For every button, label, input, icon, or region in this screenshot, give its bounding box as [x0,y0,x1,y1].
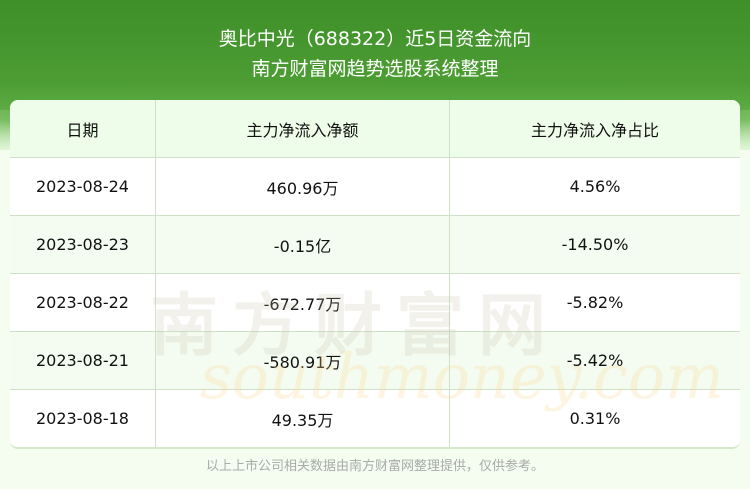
cell-net-inflow: -580.91万 [155,331,450,390]
cell-date: 2023-08-23 [10,215,156,274]
cell-net-inflow: 460.96万 [155,157,450,216]
cell-net-ratio: -14.50% [449,215,740,274]
cell-net-inflow: -0.15亿 [155,215,450,274]
table-row: 2023-08-18 49.35万 0.31% [10,389,740,447]
table-header-row: 日期 主力净流入净额 主力净流入净占比 [10,100,740,158]
column-header-date: 日期 [10,100,156,158]
cell-net-ratio: -5.82% [449,273,740,332]
table-row: 2023-08-21 -580.91万 -5.42% [10,331,740,390]
page-subtitle: 南方财富网趋势选股系统整理 [251,58,499,80]
column-header-net-inflow: 主力净流入净额 [155,100,450,158]
cell-net-ratio: -5.42% [449,331,740,390]
fund-flow-table: 日期 主力净流入净额 主力净流入净占比 2023-08-24 460.96万 4… [10,100,740,447]
page-title: 奥比中光（688322）近5日资金流向 [218,28,532,50]
cell-net-inflow: -672.77万 [155,273,450,332]
cell-date: 2023-08-22 [10,273,156,332]
footer-disclaimer: 以上上市公司相关数据由南方财富网整理提供，仅供参考。 [205,459,544,474]
cell-date: 2023-08-18 [10,389,156,447]
column-header-net-ratio: 主力净流入净占比 [449,100,740,158]
cell-date: 2023-08-24 [10,157,156,216]
fund-flow-table-card: 日期 主力净流入净额 主力净流入净占比 2023-08-24 460.96万 4… [10,100,740,449]
table-row: 2023-08-22 -672.77万 -5.82% [10,273,740,332]
cell-net-ratio: 4.56% [449,157,740,216]
cell-net-inflow: 49.35万 [155,389,450,447]
table-row: 2023-08-24 460.96万 4.56% [10,157,740,216]
cell-net-ratio: 0.31% [569,409,621,428]
table-row: 2023-08-23 -0.15亿 -14.50% [10,215,740,274]
cell-date: 2023-08-21 [10,331,156,390]
